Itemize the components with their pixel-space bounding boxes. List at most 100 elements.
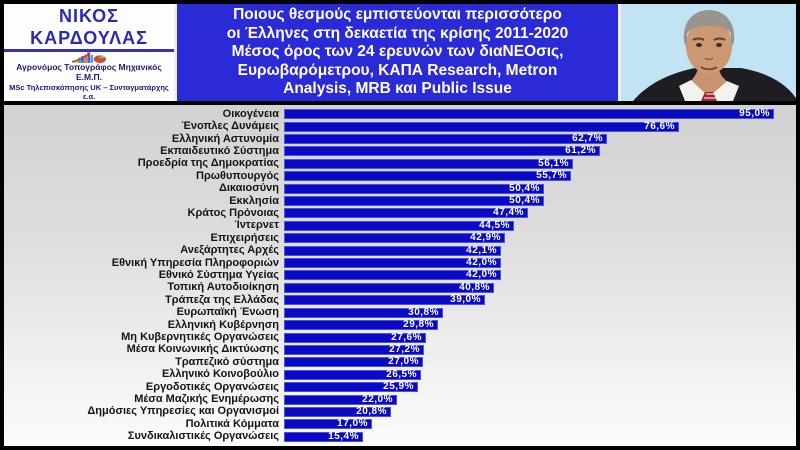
bar-zone: 27,2% (284, 344, 796, 355)
bar-zone: 42,9% (284, 232, 796, 244)
bar-zone: 50,4% (284, 196, 796, 207)
bar: 47,4% (284, 207, 528, 219)
category-label: Πολιτικά Κόμματα (185, 417, 279, 430)
category-label: Τοπική Αυτοδιοίκηση (167, 281, 279, 294)
bar-zone: 27,0% (284, 357, 796, 368)
bar-zone: 61,2% (284, 146, 796, 157)
chart-row: Πολιτικά Κόμματα 17,0% (4, 418, 796, 430)
value-label: 95,0% (739, 108, 770, 120)
chart-row: Εκπαιδευτικό Σύστημα 61,2% (4, 145, 796, 157)
value-label: 42,0% (466, 269, 497, 281)
bar: 95,0% (284, 108, 774, 120)
category-label: Μη Κυβερνητικές Οργανώσεις (121, 331, 279, 344)
category-label: Ευρωπαϊκή Ένωση (176, 306, 279, 319)
bar: 42,1% (284, 245, 501, 256)
chart-row: Μέσα Κοινωνικής Δικτύωσης 27,2% (4, 344, 796, 356)
value-label: 40,8% (459, 281, 490, 293)
value-label: 55,7% (536, 170, 567, 182)
bar: 62,7% (284, 133, 607, 145)
category-label: Τραπεζικό σύστημα (175, 355, 279, 368)
bar-zone: 22,0% (284, 394, 796, 405)
chart-row: Μέσα Μαζικής Ενημέρωσης 22,0% (4, 393, 796, 405)
portrait-photo (621, 4, 796, 101)
value-label: 76,6% (644, 120, 675, 132)
chart-row: Δημόσιες Υπηρεσίες και Οργανισμοί 20,8% (4, 406, 796, 418)
bar: 44,5% (284, 220, 514, 231)
category-label: Πρωθυπουργός (196, 169, 279, 182)
value-label: 62,7% (572, 133, 603, 145)
bar-zone: 62,7% (284, 133, 796, 145)
chart-row: Εργοδοτικές Οργανώσεις 25,9% (4, 381, 796, 393)
category-label: Εκπαιδευτικό Σύστημα (160, 144, 279, 157)
bar-zone: 95,0% (284, 108, 796, 120)
chart-row: Εθνικό Σύστημα Υγείας 42,0% (4, 269, 796, 281)
chart-row: Ευρωπαϊκή Ένωση 30,8% (4, 307, 796, 319)
chart-row: Εκκλησία 50,4% (4, 195, 796, 207)
category-label: Ανεξάρτητες Αρχές (180, 244, 279, 257)
bar: 56,1% (284, 158, 573, 169)
value-label: 29,8% (403, 319, 434, 331)
category-label: Μέσα Κοινωνικής Δικτύωσης (126, 343, 279, 356)
pie-chart-icon (93, 55, 107, 64)
value-label: 47,4% (493, 207, 524, 219)
chart-row: Δικαιοσύνη 50,4% (4, 182, 796, 194)
trend-arrow-head (87, 52, 91, 56)
bar-zone: 76,6% (284, 120, 796, 132)
face (686, 18, 732, 74)
bar: 61,2% (284, 146, 600, 157)
bar-zone: 55,7% (284, 170, 796, 182)
hair (683, 10, 735, 42)
chart-row: Εθνική Υπηρεσία Πληροφοριών 42,0% (4, 257, 796, 269)
header: ΝΙΚΟΣ ΚΑΡΔΟΥΛΑΣ Αγρονόμος Τοπογράφος Μ (4, 4, 796, 101)
brand-subtitle-line1: Αγρονόμος Τοπογράφος Μηχανικός Ε.Μ.Π. (16, 62, 162, 83)
category-label: Ίντερνετ (234, 219, 279, 232)
slide-title: Ποιους θεσμούς εμπιστεύονται περισσότερο… (174, 4, 621, 101)
category-label: Επιχειρήσεις (210, 231, 279, 244)
value-label: 39,0% (450, 294, 481, 306)
bar-zone: 25,9% (284, 382, 796, 393)
bar: 25,9% (284, 382, 418, 393)
bar: 50,4% (284, 182, 544, 194)
bar-zone: 15,4% (284, 431, 796, 442)
shirt (679, 80, 739, 101)
chart-row: Επιχειρήσεις 42,9% (4, 232, 796, 244)
bar: 27,0% (284, 357, 423, 368)
chart-row: Οικογένεια 95,0% (4, 108, 796, 120)
category-label: Εκκλησία (229, 194, 279, 207)
chart-row: Κράτος Πρόνοιας 47,4% (4, 207, 796, 219)
value-label: 17,0% (337, 418, 368, 430)
category-label: Ένοπλες Δυνάμεις (181, 120, 279, 133)
bar-zone: 50,4% (284, 182, 796, 194)
bar-zone: 17,0% (284, 418, 796, 430)
category-label: Ελληνική Αστυνομία (171, 132, 279, 145)
bar: 42,0% (284, 257, 501, 269)
bar-zone: 47,4% (284, 207, 796, 219)
value-label: 42,0% (466, 257, 497, 269)
bar-zone: 42,0% (284, 269, 796, 281)
bar: 39,0% (284, 294, 485, 306)
brand-subtitle-line2: MSc Τηλεπισκόπησης UK – Συνταγματάρχης ε… (9, 83, 169, 101)
category-label: Τράπεζα της Ελλάδας (165, 293, 279, 306)
bar: 20,8% (284, 406, 391, 417)
bar-zone: 40,8% (284, 281, 796, 293)
chart-row: Τοπική Αυτοδιοίκηση 40,8% (4, 282, 796, 294)
value-label: 50,4% (509, 182, 540, 194)
eyebrows (692, 37, 726, 41)
bar: 42,9% (284, 232, 505, 244)
brand-subtitle: Αγρονόμος Τοπογράφος Μηχανικός Ε.Μ.Π. MS… (4, 63, 174, 101)
bar-zone: 42,1% (284, 245, 796, 256)
value-label: 42,9% (470, 232, 501, 244)
bar: 76,6% (284, 120, 679, 132)
bar: 40,8% (284, 281, 494, 293)
chart-row: Ένοπλες Δυνάμεις 76,6% (4, 120, 796, 132)
bar-zone: 29,8% (284, 319, 796, 331)
bar: 50,4% (284, 196, 544, 207)
bar: 30,8% (284, 307, 443, 318)
category-label: Ελληνικό Κοινοβούλιο (161, 368, 279, 381)
bar-zone: 44,5% (284, 220, 796, 231)
category-label: Ελληνική Κυβέρνηση (167, 318, 279, 331)
brand-name: ΝΙΚΟΣ ΚΑΡΔΟΥΛΑΣ (4, 4, 174, 53)
value-label: 27,6% (391, 331, 422, 343)
bar-zone: 30,8% (284, 307, 796, 318)
category-label: Δημόσιες Υπηρεσίες και Οργανισμοί (87, 405, 279, 418)
